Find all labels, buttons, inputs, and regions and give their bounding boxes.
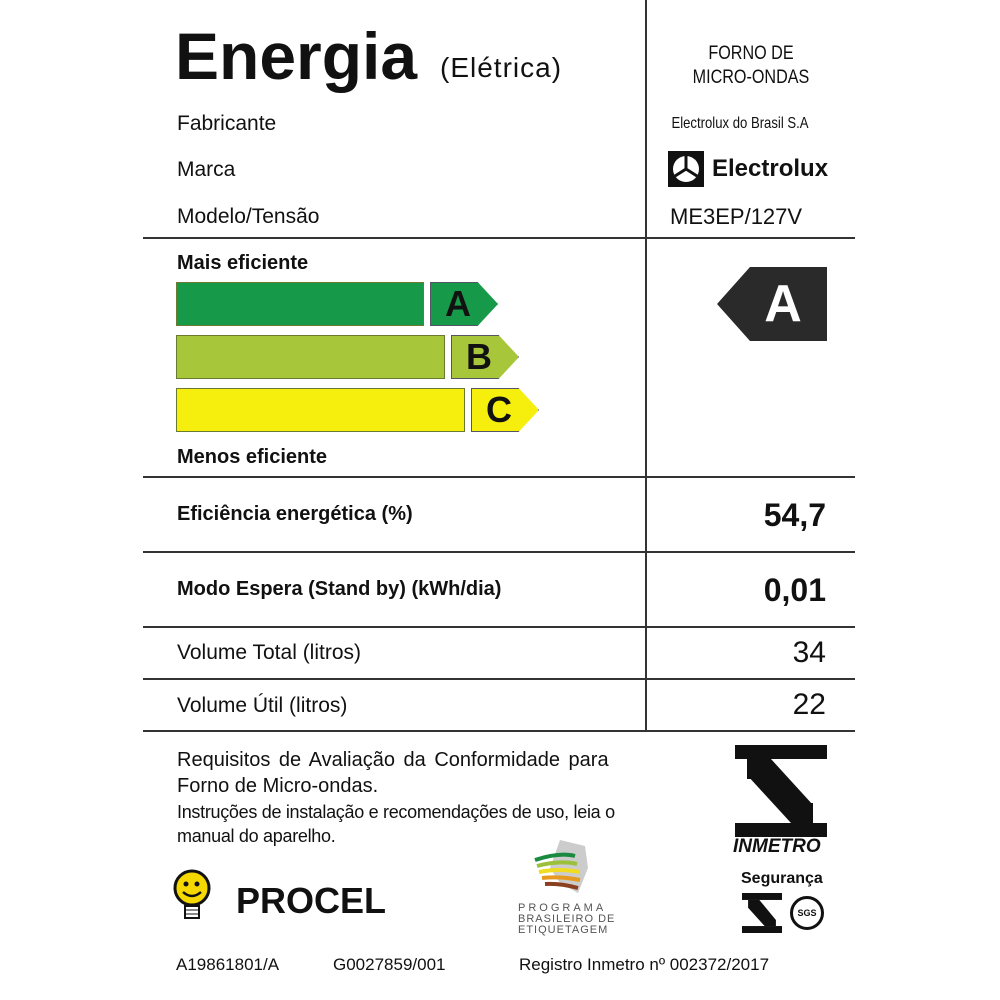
inmetro-logo-icon [735, 745, 827, 837]
sgs-text: SGS [797, 908, 817, 918]
requirements-line-2: Forno de Micro-ondas. [177, 775, 379, 797]
column-divider [645, 0, 647, 731]
divider [143, 551, 855, 553]
manufacturer-value: Electrolux do Brasil S.A [671, 115, 809, 132]
efficiency-value: 54,7 [763, 497, 826, 533]
least-efficient-label: Menos eficiente [177, 446, 328, 468]
usable-volume-label: Volume Útil (litros) [177, 694, 348, 717]
most-efficient-label: Mais eficiente [177, 252, 309, 274]
efficiency-label: Eficiência energética (%) [177, 503, 413, 525]
usable-volume-value: 22 [792, 688, 826, 721]
standby-label: Modo Espera (Stand by) (kWh/dia) [177, 578, 502, 600]
total-volume-value: 34 [792, 636, 826, 669]
requirements-text: Requisitos de Avaliação da Conformidade … [177, 747, 609, 799]
class-c-letter: C [486, 389, 512, 430]
brand-label: Marca [177, 158, 236, 181]
pbe-line-1: PROGRAMA [518, 902, 607, 914]
product-line-2: MICRO-ONDAS [692, 67, 810, 88]
class-c-bar [176, 388, 465, 432]
label-subtitle: (Elétrica) [440, 52, 563, 83]
class-c-arrow: C [471, 388, 539, 432]
class-b-arrow: B [451, 335, 519, 379]
divider [143, 237, 855, 239]
electrolux-logo-icon [668, 151, 704, 187]
seguranca-label: Segurança [741, 870, 823, 887]
procel-label: PROCEL [236, 880, 387, 921]
procel-bulb-icon [173, 869, 211, 919]
model-label: Modelo/Tensão [177, 205, 320, 228]
requirements-line-1: Requisitos de Avaliação da Conformidade … [177, 749, 609, 771]
code-1: A19861801/A [176, 955, 280, 974]
divider [143, 476, 855, 478]
inmetro-label: INMETRO [733, 836, 821, 857]
class-b-letter: B [466, 336, 492, 377]
model-value: ME3EP/127V [670, 204, 803, 229]
pbe-map-icon [534, 840, 588, 893]
divider [143, 730, 855, 732]
product-type: FORNO DE MICRO-ONDAS [662, 42, 841, 90]
brand-value: Electrolux [712, 155, 829, 182]
instructions-line-2: manual do aparelho. [177, 826, 336, 846]
manufacturer-label: Fabricante [177, 112, 277, 135]
code-2: G0027859/001 [333, 955, 446, 974]
brand-logo: Electrolux [668, 151, 828, 187]
product-line-1: FORNO DE [708, 43, 794, 64]
class-a-arrow: A [430, 282, 498, 326]
standby-value: 0,01 [763, 572, 826, 608]
total-volume-label: Volume Total (litros) [177, 641, 362, 664]
instructions-line-1: Instruções de instalação e recomendações… [177, 802, 615, 822]
pbe-line-3: ETIQUETAGEM [518, 924, 609, 936]
pbe-text: PROGRAMA BRASILEIRO DE ETIQUETAGEM [518, 903, 615, 936]
label-title: Energia [175, 19, 418, 93]
class-a-letter: A [445, 283, 471, 324]
sgs-logo: SGS [790, 896, 824, 930]
inmetro-small-icon [742, 893, 782, 933]
instructions-text: Instruções de instalação e recomendações… [177, 800, 615, 848]
registro-inmetro: Registro Inmetro nº 002372/2017 [519, 955, 770, 974]
rating-letter: A [764, 275, 802, 333]
class-b-bar [176, 335, 445, 379]
divider [143, 626, 855, 628]
class-a-bar [176, 282, 424, 326]
pbe-line-2: BRASILEIRO DE [518, 913, 616, 925]
rating-indicator: A [717, 267, 827, 341]
divider [143, 678, 855, 680]
